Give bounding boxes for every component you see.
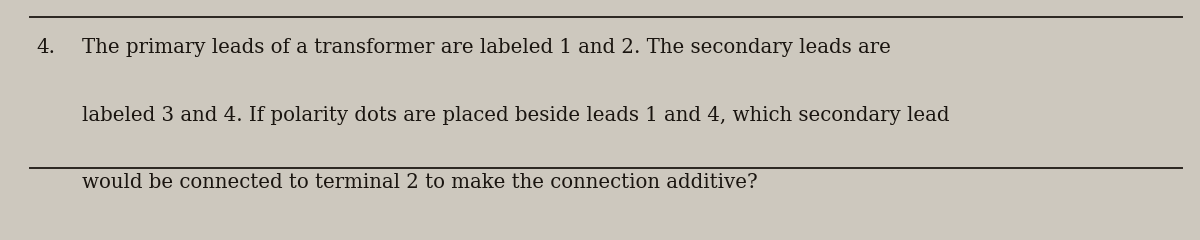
Text: labeled 3 and 4. If polarity dots are placed beside leads 1 and 4, which seconda: labeled 3 and 4. If polarity dots are pl… xyxy=(82,106,949,125)
Text: The primary leads of a transformer are labeled 1 and 2. The secondary leads are: The primary leads of a transformer are l… xyxy=(82,38,890,57)
Text: would be connected to terminal 2 to make the connection additive?: would be connected to terminal 2 to make… xyxy=(82,173,757,192)
Text: 4.: 4. xyxy=(36,38,55,57)
